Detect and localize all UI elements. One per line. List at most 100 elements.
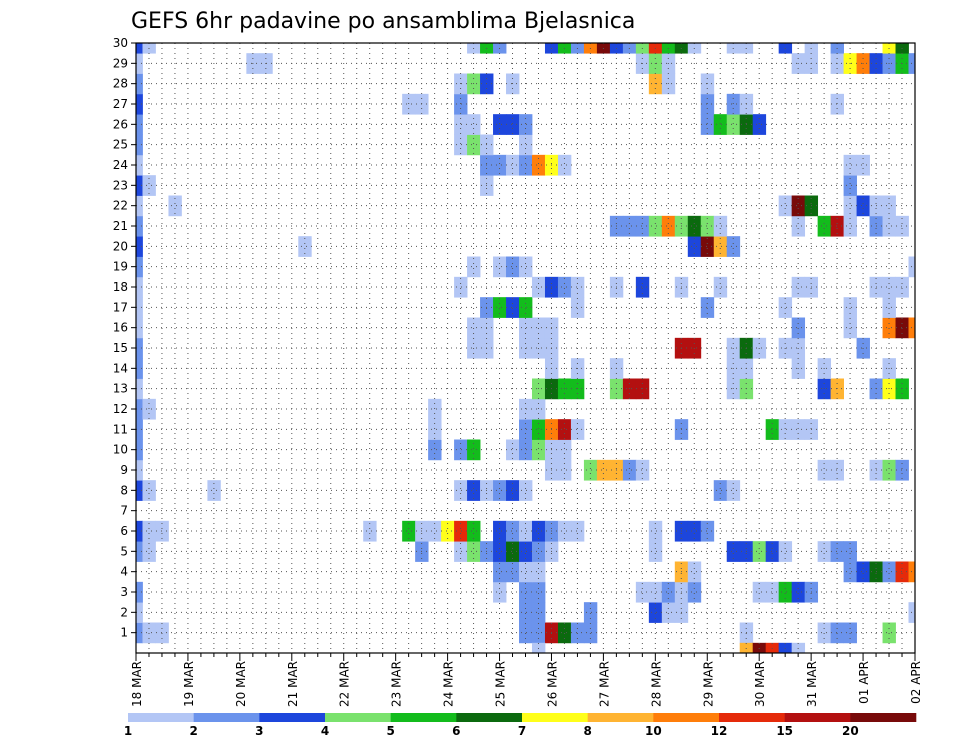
precip-cell [557, 439, 572, 461]
precip-cell [493, 541, 507, 562]
precip-cell [791, 581, 806, 603]
precip-cell [843, 317, 857, 339]
precip-cell [519, 602, 533, 623]
precip-cell [856, 195, 870, 217]
colorbar-label: 2 [189, 724, 197, 738]
y-tick-label: 4 [120, 565, 128, 579]
precip-cell [700, 297, 715, 318]
x-tick-label: 19 MAR [182, 661, 196, 707]
precip-cell [778, 581, 793, 603]
precip-cell [817, 215, 832, 237]
precip-cell [519, 439, 533, 461]
precip-cell [843, 622, 857, 644]
precip-cell [136, 256, 143, 278]
precip-cell [843, 561, 857, 583]
precip-cell [791, 419, 806, 440]
precip-cell [895, 459, 909, 481]
precip-cell [687, 520, 702, 542]
precip-cell [136, 43, 143, 54]
precip-cell [726, 480, 741, 501]
y-tick-label: 14 [113, 361, 128, 375]
precip-cell [531, 622, 546, 644]
x-tick-label: 27 MAR [597, 661, 611, 707]
x-tick-label: 28 MAR [649, 661, 663, 707]
colorbar-label: 7 [518, 724, 526, 738]
precip-cell [467, 317, 481, 339]
precip-cell [778, 195, 793, 217]
precip-cell [583, 622, 598, 644]
precip-cell [136, 134, 143, 156]
precip-cell [830, 93, 844, 115]
precip-cell [428, 520, 442, 542]
y-tick-label: 22 [113, 199, 128, 213]
precip-cell [136, 276, 143, 298]
precip-cell [506, 154, 520, 176]
precip-cell [519, 581, 533, 603]
x-tick-label: 31 MAR [805, 661, 819, 707]
precip-cell [168, 195, 182, 217]
precip-cell [136, 480, 143, 501]
precip-cell [454, 134, 468, 156]
y-tick-label: 1 [120, 626, 128, 640]
precip-cell [791, 317, 806, 339]
precip-cell [155, 622, 169, 644]
colorbar-swatch [390, 713, 457, 722]
precip-cell [467, 480, 481, 501]
precip-cell [454, 520, 468, 542]
precip-cell [531, 419, 546, 440]
precip-cell [752, 114, 767, 135]
precip-cell [882, 459, 896, 481]
colorbar-label: 4 [321, 724, 329, 738]
precip-cell [830, 215, 844, 237]
precip-cell [531, 398, 546, 420]
precip-cell [506, 256, 520, 278]
precip-cell [136, 215, 143, 237]
precip-cell [454, 276, 468, 298]
precip-cell [493, 520, 507, 542]
precip-cell [531, 581, 546, 603]
precip-cell [136, 337, 143, 359]
y-tick-label: 2 [120, 605, 128, 619]
precip-cell [493, 114, 507, 135]
precip-cell [661, 602, 676, 623]
precip-cell [531, 154, 546, 176]
precip-cell [752, 581, 767, 603]
x-tick-label: 21 MAR [286, 661, 300, 707]
precip-cell [454, 439, 468, 461]
precip-cell [142, 175, 156, 196]
precip-cell [142, 622, 156, 644]
precip-cell [895, 276, 909, 298]
y-tick-label: 10 [113, 443, 128, 457]
precip-cell [765, 419, 780, 440]
precip-cell [506, 297, 520, 318]
x-tick-label: 24 MAR [442, 661, 456, 707]
colorbar-swatch [259, 713, 326, 722]
y-tick-label: 6 [120, 524, 128, 538]
precip-cell [136, 175, 143, 196]
precip-cell [843, 154, 857, 176]
precip-cell [136, 73, 143, 95]
precip-cell [596, 459, 611, 481]
precip-cell [506, 114, 520, 135]
y-tick-label: 20 [113, 239, 128, 253]
precip-cell [817, 541, 832, 562]
precip-cell [661, 581, 676, 603]
precip-cell [467, 520, 481, 542]
precip-cell [726, 236, 741, 257]
precip-cell [687, 581, 702, 603]
precip-cell [136, 581, 143, 603]
colorbar-label: 3 [255, 724, 263, 738]
precip-cell [882, 561, 896, 583]
precip-cell [648, 602, 663, 623]
precip-cell [791, 195, 806, 217]
y-tick-label: 15 [113, 341, 128, 355]
precip-cell [570, 276, 585, 298]
colorbar-swatch [587, 713, 654, 722]
precip-cell [765, 541, 780, 562]
precip-cell [519, 398, 533, 420]
precip-cell [142, 398, 156, 420]
precip-cell [713, 215, 728, 237]
precip-cell [519, 317, 533, 339]
precip-cell [700, 93, 715, 115]
precip-cell [843, 215, 857, 237]
